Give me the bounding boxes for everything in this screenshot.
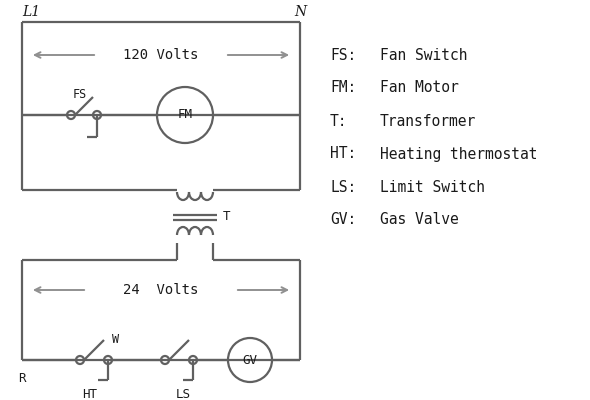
Text: Heating thermostat: Heating thermostat [380, 146, 537, 162]
Text: LS: LS [175, 388, 191, 400]
Text: HT: HT [83, 388, 97, 400]
Text: Fan Motor: Fan Motor [380, 80, 459, 96]
Text: Limit Switch: Limit Switch [380, 180, 485, 194]
Text: T: T [223, 210, 231, 224]
Text: 24  Volts: 24 Volts [123, 283, 199, 297]
Text: Transformer: Transformer [380, 114, 476, 128]
Text: Gas Valve: Gas Valve [380, 212, 459, 228]
Text: N: N [294, 5, 306, 19]
Text: W: W [112, 333, 119, 346]
Text: FS: FS [73, 88, 87, 101]
Text: HT:: HT: [330, 146, 356, 162]
Text: L1: L1 [22, 5, 40, 19]
Text: GV: GV [242, 354, 257, 366]
Text: FM: FM [178, 108, 192, 122]
Text: FM:: FM: [330, 80, 356, 96]
Text: T:: T: [330, 114, 348, 128]
Text: LS:: LS: [330, 180, 356, 194]
Text: GV:: GV: [330, 212, 356, 228]
Text: FS:: FS: [330, 48, 356, 62]
Text: Fan Switch: Fan Switch [380, 48, 467, 62]
Text: R: R [18, 372, 26, 385]
Text: 120 Volts: 120 Volts [123, 48, 199, 62]
